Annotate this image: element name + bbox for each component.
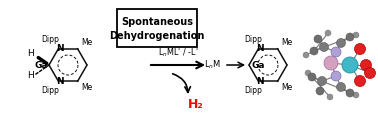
Circle shape — [308, 73, 316, 81]
Circle shape — [336, 83, 345, 91]
Circle shape — [346, 33, 354, 41]
Text: N: N — [56, 44, 63, 53]
Text: N: N — [256, 44, 263, 53]
Text: L$_n$M: L$_n$M — [204, 59, 221, 71]
Text: Dehydrogenation: Dehydrogenation — [109, 31, 205, 41]
Circle shape — [361, 59, 372, 70]
Text: N: N — [56, 77, 63, 86]
Circle shape — [353, 92, 359, 98]
Circle shape — [314, 35, 322, 43]
Text: Ga: Ga — [34, 61, 48, 70]
Circle shape — [316, 87, 324, 95]
Circle shape — [303, 52, 309, 58]
Text: Spontaneous: Spontaneous — [121, 17, 193, 27]
Circle shape — [353, 32, 359, 38]
Circle shape — [305, 70, 311, 76]
Text: H: H — [27, 50, 34, 59]
Circle shape — [355, 75, 366, 86]
Text: N: N — [256, 77, 263, 86]
Circle shape — [325, 30, 331, 36]
Circle shape — [331, 71, 341, 81]
Circle shape — [355, 43, 366, 54]
Circle shape — [331, 47, 341, 57]
Text: H: H — [27, 72, 34, 81]
Text: Dipp: Dipp — [42, 35, 59, 43]
Circle shape — [336, 39, 345, 48]
Text: Me: Me — [82, 38, 93, 47]
Circle shape — [346, 89, 354, 97]
Text: Me: Me — [282, 83, 293, 92]
Circle shape — [364, 67, 375, 78]
Circle shape — [324, 56, 338, 70]
Text: Dipp: Dipp — [245, 86, 262, 95]
Text: Dipp: Dipp — [42, 86, 59, 95]
Circle shape — [310, 47, 318, 55]
Text: Dipp: Dipp — [245, 35, 262, 43]
Circle shape — [342, 57, 358, 73]
Text: Me: Me — [82, 83, 93, 92]
Circle shape — [318, 77, 327, 86]
Circle shape — [319, 42, 328, 51]
Text: L$_n$ML' / -L': L$_n$ML' / -L' — [158, 47, 198, 59]
FancyBboxPatch shape — [117, 9, 197, 47]
Circle shape — [327, 94, 333, 100]
Text: Me: Me — [282, 38, 293, 47]
Text: H₂: H₂ — [188, 99, 204, 111]
Text: Ga: Ga — [251, 61, 265, 70]
